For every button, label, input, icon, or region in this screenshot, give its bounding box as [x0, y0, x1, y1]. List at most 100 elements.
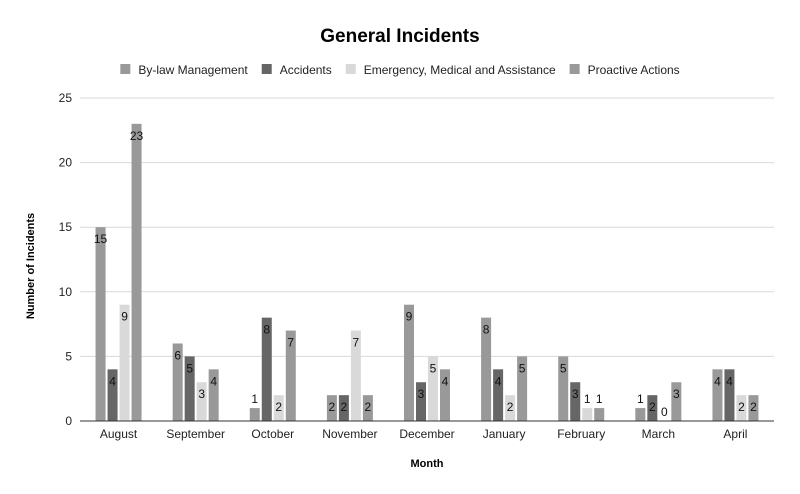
- bar: [570, 382, 581, 421]
- legend-label: Emergency, Medical and Assistance: [364, 63, 556, 77]
- y-tick-label: 0: [65, 414, 72, 428]
- bar: [350, 330, 361, 421]
- bar: [107, 369, 118, 421]
- bar: [517, 356, 528, 421]
- bar: [184, 356, 195, 421]
- chart-title: General Incidents: [320, 26, 479, 47]
- x-tick-label: September: [166, 427, 225, 441]
- data-label: 5: [430, 361, 437, 375]
- bar: [748, 395, 759, 421]
- y-tick-label: 20: [59, 156, 73, 170]
- y-tick-label: 15: [59, 220, 73, 234]
- data-label: 7: [287, 336, 294, 350]
- data-label: 1: [596, 392, 603, 406]
- data-label: 9: [121, 310, 128, 324]
- legend-swatch: [569, 64, 580, 74]
- bar: [326, 395, 337, 421]
- y-axis-ticks: 0 5 10 15 20 25: [59, 91, 73, 428]
- data-label: 2: [738, 400, 745, 414]
- data-label: 2: [750, 400, 757, 414]
- x-axis-title: Month: [411, 458, 444, 470]
- bar: [505, 395, 516, 421]
- data-label: 3: [673, 387, 680, 401]
- bar: [95, 227, 106, 421]
- x-tick-label: December: [399, 427, 454, 441]
- bar: [671, 382, 682, 421]
- data-label: 5: [186, 361, 193, 375]
- data-label: 2: [275, 400, 282, 414]
- data-label: 3: [418, 387, 425, 401]
- bar: [416, 382, 426, 421]
- bar: [196, 382, 207, 421]
- x-tick-label: April: [723, 427, 747, 441]
- x-tick-label: January: [483, 427, 526, 441]
- data-label: 4: [210, 374, 217, 388]
- data-label: 3: [198, 387, 205, 401]
- bar: [273, 395, 284, 421]
- data-label: 15: [94, 232, 108, 246]
- bar: [249, 408, 260, 421]
- x-tick-label: August: [100, 427, 138, 441]
- data-label: 1: [251, 392, 258, 406]
- data-label: 5: [560, 361, 567, 375]
- x-tick-label: November: [322, 427, 377, 441]
- data-label: 2: [365, 400, 372, 414]
- bar: [440, 369, 450, 421]
- legend: By-law Management Accidents Emergency, Med…: [120, 63, 680, 77]
- bar: [362, 395, 373, 421]
- bars: [95, 123, 759, 421]
- x-tick-label: October: [251, 427, 294, 441]
- y-tick-label: 5: [65, 349, 72, 363]
- data-label: 4: [442, 374, 449, 388]
- bar: [481, 317, 492, 421]
- bar: [594, 408, 605, 421]
- data-label: 3: [572, 387, 579, 401]
- bar: [736, 395, 747, 421]
- data-label: 4: [726, 374, 733, 388]
- data-label: 6: [174, 348, 181, 362]
- bar: [208, 369, 219, 421]
- bar: [635, 408, 646, 421]
- data-label: 23: [130, 129, 144, 143]
- bar: [428, 356, 438, 421]
- legend-label: By-law Management: [138, 63, 248, 77]
- bar: [261, 317, 272, 421]
- legend-swatch: [345, 64, 356, 74]
- y-axis-title: Number of Incidents: [25, 213, 37, 319]
- bar: [712, 369, 723, 421]
- data-label: 9: [406, 310, 413, 324]
- data-label: 2: [341, 400, 348, 414]
- bar: [647, 395, 658, 421]
- x-tick-label: March: [642, 427, 675, 441]
- y-tick-label: 10: [59, 285, 73, 299]
- legend-swatch: [261, 64, 272, 74]
- bar: [582, 408, 593, 421]
- data-label: 2: [329, 400, 336, 414]
- data-label: 4: [109, 374, 116, 388]
- bar: [338, 395, 349, 421]
- data-label: 5: [519, 361, 526, 375]
- bar: [119, 304, 130, 421]
- x-axis-ticks: August September October November December Ja…: [100, 427, 748, 441]
- x-tick-label: February: [557, 427, 605, 441]
- bar: [558, 356, 569, 421]
- data-label: 0: [661, 405, 668, 419]
- y-tick-label: 25: [59, 91, 73, 105]
- data-label: 1: [637, 392, 644, 406]
- bar: [285, 330, 296, 421]
- bar: [493, 369, 504, 421]
- data-label: 8: [483, 323, 490, 337]
- data-label: 7: [353, 336, 360, 350]
- legend-swatch: [120, 64, 131, 74]
- data-label: 2: [649, 400, 656, 414]
- data-label: 1: [584, 392, 591, 406]
- data-label: 4: [714, 374, 721, 388]
- data-label: 8: [263, 323, 270, 337]
- data-label: 2: [507, 400, 514, 414]
- legend-label: Accidents: [280, 63, 332, 77]
- bar: [724, 369, 735, 421]
- legend-label: Proactive Actions: [588, 63, 680, 77]
